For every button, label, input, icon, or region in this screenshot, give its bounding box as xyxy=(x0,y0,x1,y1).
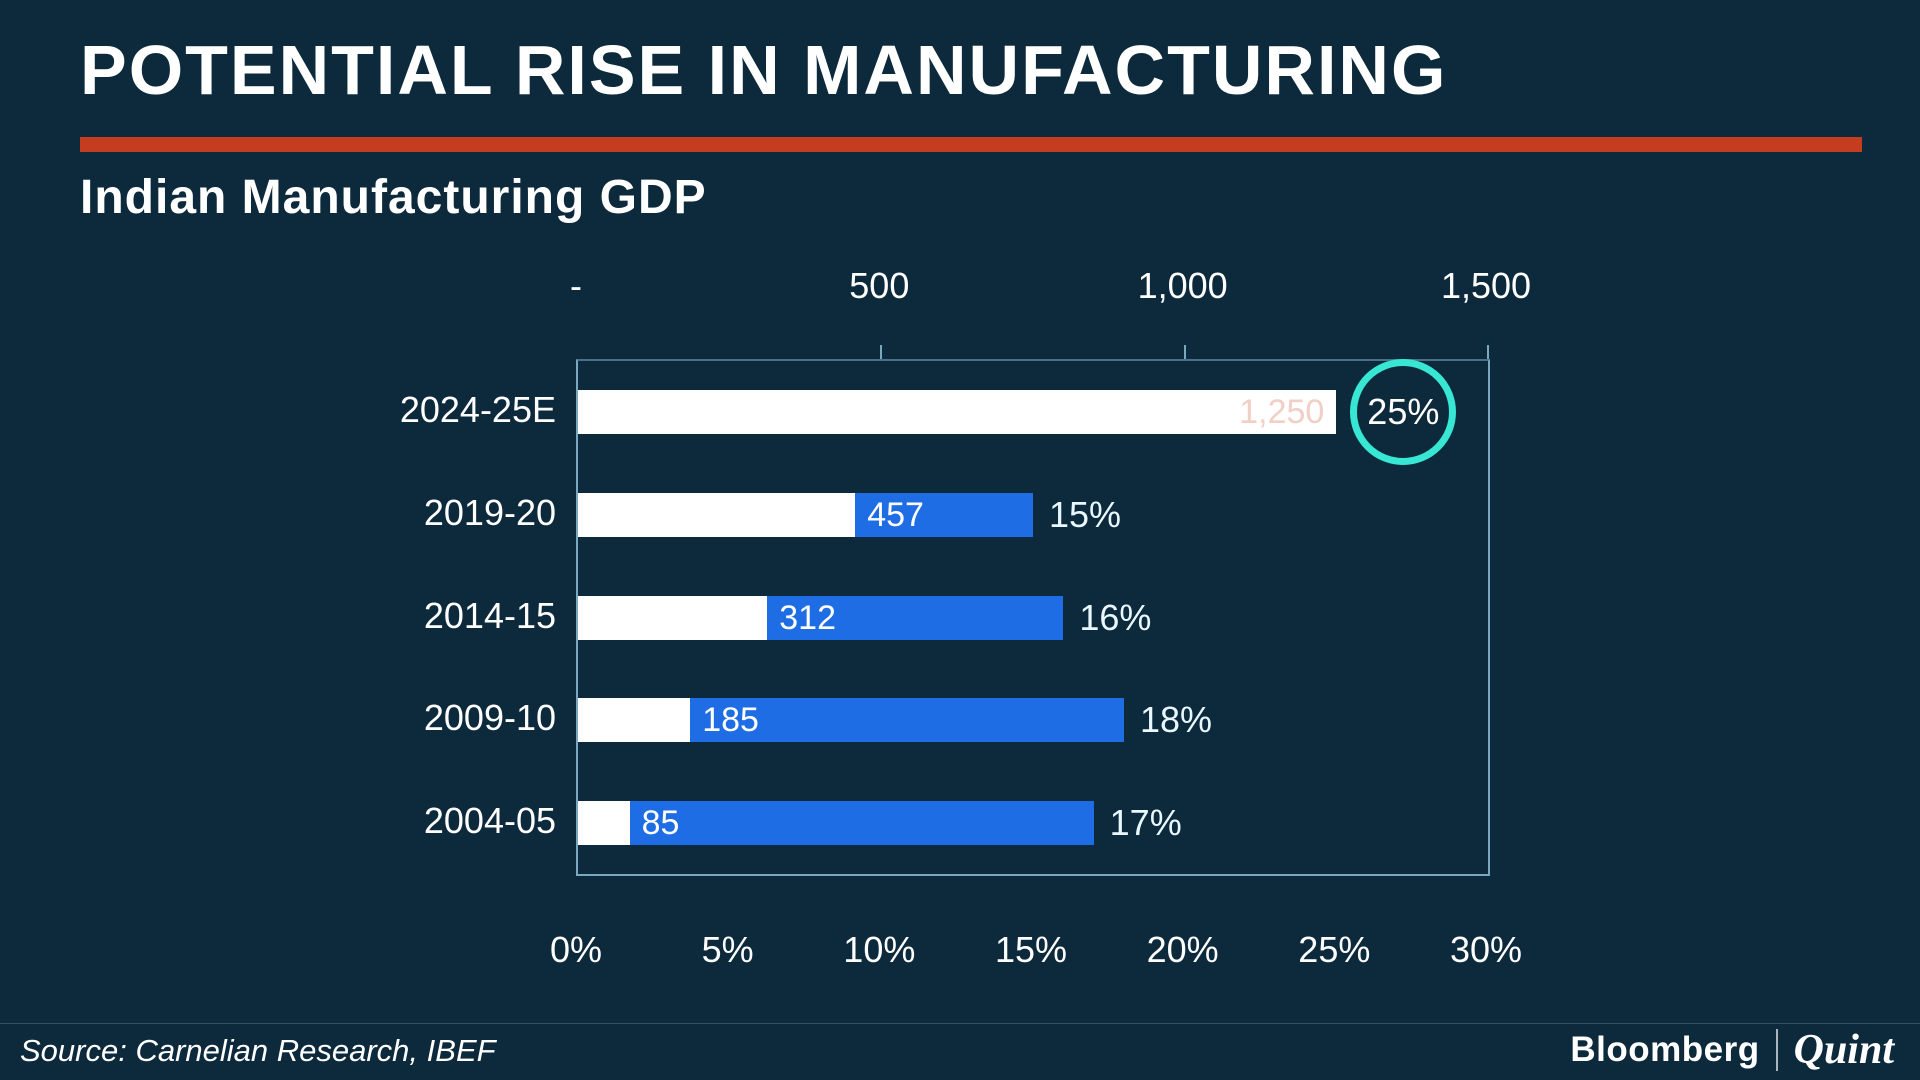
value-label: 185 xyxy=(702,701,759,740)
value-bar xyxy=(578,492,856,537)
value-bar xyxy=(578,390,1337,435)
top-axis-tick xyxy=(1487,345,1489,359)
brand-lockup: Bloomberg Quint xyxy=(1570,1026,1894,1074)
bottom-axis: 0% 5% 10% 15% 20% 25% 30% xyxy=(550,928,1522,972)
page-title: POTENTIAL RISE IN MANUFACTURING xyxy=(80,31,1448,109)
category-label: 2004-05 xyxy=(423,799,556,841)
value-label: 312 xyxy=(779,598,836,637)
percent-label: 18% xyxy=(1140,699,1213,741)
top-axis-label: 1,000 xyxy=(1137,265,1228,306)
top-axis-label: 1,500 xyxy=(1440,265,1532,306)
bar-row: 457 15% xyxy=(578,492,1488,537)
percent-label: 25% xyxy=(1367,391,1440,433)
highlight-ring: 25% xyxy=(1350,359,1457,466)
value-label: 457 xyxy=(867,495,924,534)
category-label: 2009-10 xyxy=(423,697,556,739)
bottom-axis-label: 15% xyxy=(994,929,1068,970)
category-axis: 2024-25E 2019-20 2014-15 2009-10 2004-05 xyxy=(0,359,556,872)
brand-divider xyxy=(1775,1029,1778,1071)
top-axis-label: - xyxy=(570,265,582,306)
top-axis-label: 500 xyxy=(849,265,910,306)
percent-label: 17% xyxy=(1109,801,1182,843)
plot-area: 1,250 25% 457 15% 312 16% 185 18% 85 17% xyxy=(576,345,1490,876)
value-bar xyxy=(578,698,691,743)
percent-label: 16% xyxy=(1079,596,1152,638)
quint-logo: Quint xyxy=(1793,1027,1894,1073)
source-note: Source: Carnelian Research, IBEF xyxy=(20,1033,496,1068)
value-bar xyxy=(578,595,768,640)
bottom-axis-label: 20% xyxy=(1146,929,1219,970)
top-axis-tick xyxy=(880,345,883,359)
bar-row: 85 17% xyxy=(578,800,1488,845)
chart-title: Indian Manufacturing GDP xyxy=(80,171,707,224)
bar-row: 185 18% xyxy=(578,698,1488,743)
bottom-axis-label: 5% xyxy=(701,929,754,970)
category-label: 2014-15 xyxy=(423,594,556,636)
accent-rule xyxy=(80,137,1862,152)
category-label: 2024-25E xyxy=(399,389,556,431)
percent-label: 15% xyxy=(1049,493,1122,535)
footer-divider-line xyxy=(0,1023,1920,1024)
percent-bar xyxy=(578,800,1094,845)
bar-row: 1,250 25% xyxy=(578,359,1488,466)
bar-row: 312 16% xyxy=(578,595,1488,640)
bottom-axis-label: 25% xyxy=(1298,929,1371,970)
category-label: 2019-20 xyxy=(423,491,556,533)
top-axis: - 500 1,000 1,500 xyxy=(570,264,1531,308)
bloomberg-logo: Bloomberg xyxy=(1570,1030,1760,1069)
bottom-axis-label: 0% xyxy=(549,929,603,970)
top-axis-tick xyxy=(1183,345,1186,359)
value-bar xyxy=(578,800,630,845)
bottom-axis-label: 10% xyxy=(843,929,916,970)
value-label: 85 xyxy=(641,803,680,842)
bottom-axis-label: 30% xyxy=(1449,929,1523,970)
value-label: 1,250 xyxy=(1239,393,1325,432)
